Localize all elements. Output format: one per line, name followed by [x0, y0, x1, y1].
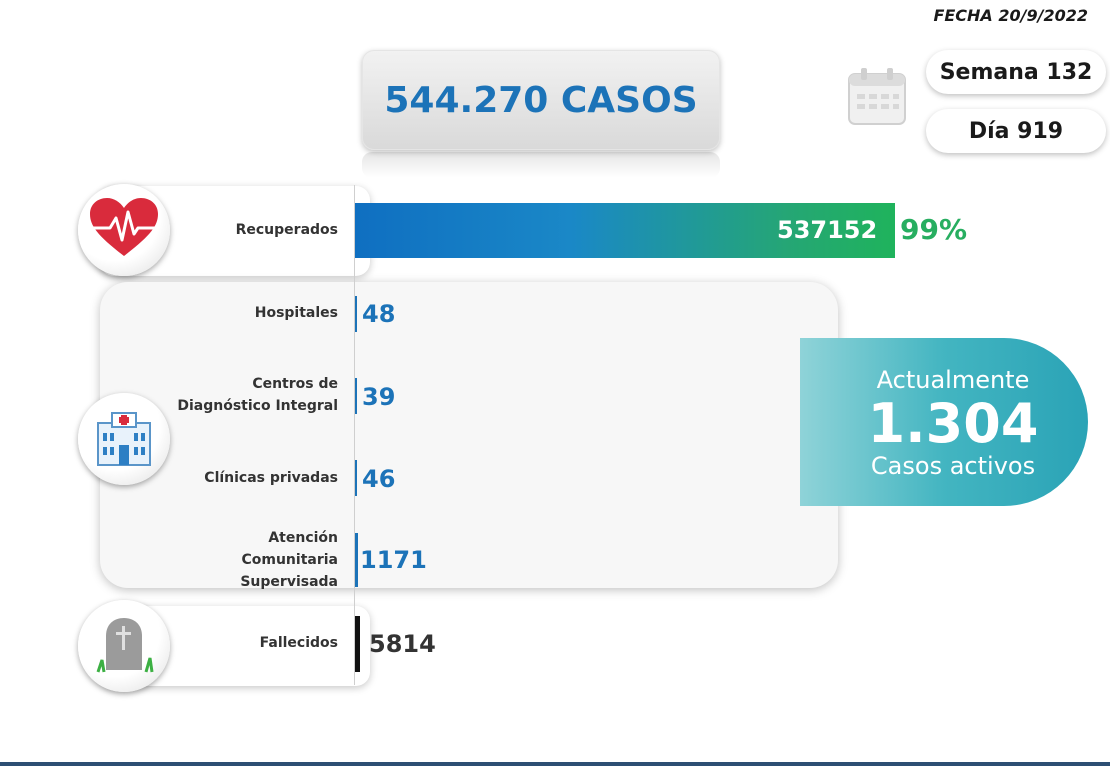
tombstone-icon	[92, 612, 156, 681]
category-label: Recuperados	[235, 222, 338, 238]
total-cases-value: 544.270 CASOS	[384, 79, 698, 121]
recovered-percent: 99%	[900, 213, 968, 246]
active-cases-badge: Actualmente 1.304 Casos activos	[800, 338, 1088, 506]
bar-value-fallecidos: 5814	[369, 630, 436, 658]
bar-value-hospitales: 48	[362, 300, 396, 328]
category-label: Fallecidos	[259, 635, 338, 651]
bar-fallecidos	[355, 616, 360, 672]
bar-cdi	[355, 378, 357, 414]
day-pill: Día 919	[926, 109, 1106, 153]
chart-axis	[354, 185, 355, 685]
bar-clinicas	[355, 460, 357, 496]
category-label: Atención Comunitaria Supervisada	[240, 530, 338, 590]
recovered-icon-circle	[78, 184, 170, 276]
category-label: Hospitales	[254, 305, 338, 321]
bar-value-cdi: 39	[362, 383, 396, 411]
active-label-top: Actualmente	[876, 366, 1030, 394]
hospital-icon	[92, 405, 156, 474]
active-label-bottom: Casos activos	[870, 452, 1036, 480]
heart-pulse-icon	[88, 196, 160, 265]
category-label: Centros de Diagnóstico Integral	[177, 376, 338, 414]
category-label: Clínicas privadas	[204, 470, 338, 486]
hospital-icon-circle	[78, 393, 170, 485]
total-cases-box: 544.270 CASOS	[362, 50, 720, 150]
week-pill: Semana 132	[926, 50, 1106, 94]
active-breakdown-panel	[100, 282, 838, 588]
total-cases-reflection	[362, 152, 720, 178]
bar-value-comunitaria: 1171	[360, 546, 427, 574]
bar-comunitaria	[355, 533, 358, 587]
bar-value-recuperados: 537152	[777, 216, 878, 244]
bottom-border	[0, 762, 1110, 766]
bar-recuperados	[355, 203, 895, 258]
report-date: FECHA 20/9/2022	[933, 6, 1088, 25]
bar-hospitales	[355, 296, 357, 332]
calendar-icon	[845, 66, 909, 135]
bar-value-clinicas: 46	[362, 465, 396, 493]
week-label: Semana 132	[939, 59, 1093, 85]
active-value: 1.304	[867, 392, 1039, 455]
day-label: Día 919	[968, 118, 1064, 144]
deceased-icon-circle	[78, 600, 170, 692]
